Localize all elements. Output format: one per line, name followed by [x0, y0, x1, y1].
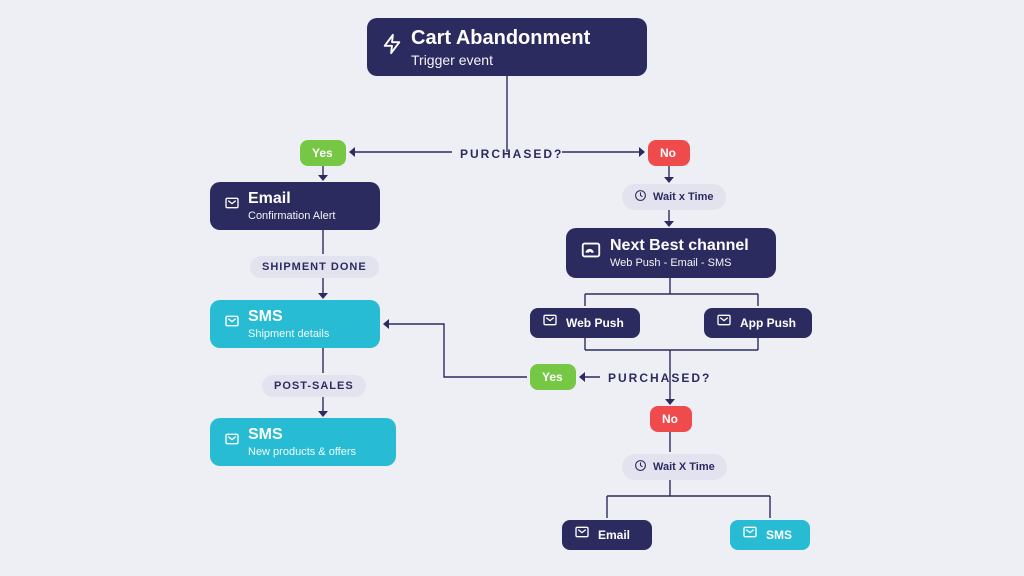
edge-14 [384, 324, 527, 377]
node-sms1: SMS Shipment details [210, 300, 380, 348]
node-no2: No [650, 406, 692, 432]
pill-wait1-text: Wait x Time [653, 191, 714, 203]
node-sms2-sub: New products & offers [248, 446, 356, 459]
label-purchased2: PURCHASED? [608, 371, 711, 385]
node-no1-title: No [660, 146, 676, 160]
node-trigger-sub: Trigger event [411, 52, 590, 69]
node-sms2-title: SMS [248, 425, 356, 444]
send-icon [224, 195, 240, 216]
node-trigger: Cart Abandonment Trigger event [367, 18, 647, 76]
node-webpush-title: Web Push [566, 316, 624, 330]
pill-post-text: POST-SALES [274, 380, 354, 392]
send-icon [542, 312, 558, 333]
node-sms3-title: SMS [766, 528, 792, 542]
node-webpush: Web Push [530, 308, 640, 338]
node-apppush: App Push [704, 308, 812, 338]
pill-wait2-text: Wait X Time [653, 461, 715, 473]
node-nbc: Next Best channel Web Push - Email - SMS [566, 228, 776, 278]
node-email2: Email [562, 520, 652, 550]
node-email1-sub: Confirmation Alert [248, 210, 335, 223]
send-icon [224, 431, 240, 452]
pill-post: POST-SALES [262, 375, 366, 397]
node-no2-title: No [662, 412, 678, 426]
node-nbc-title: Next Best channel [610, 236, 749, 255]
label-purchased1: PURCHASED? [460, 147, 563, 161]
node-trigger-title: Cart Abandonment [411, 26, 590, 50]
send-icon [742, 524, 758, 545]
node-email1-title: Email [248, 189, 335, 208]
node-email2-title: Email [598, 528, 630, 542]
node-yes2-title: Yes [542, 370, 563, 384]
node-sms3: SMS [730, 520, 810, 550]
node-apppush-title: App Push [740, 316, 796, 330]
node-nbc-sub: Web Push - Email - SMS [610, 257, 749, 270]
send-icon [716, 312, 732, 333]
pill-wait2: Wait X Time [622, 454, 727, 480]
node-sms2: SMS New products & offers [210, 418, 396, 466]
edge-11 [585, 278, 758, 306]
bolt-icon [381, 33, 403, 60]
send-icon [574, 524, 590, 545]
node-sms1-title: SMS [248, 307, 329, 326]
pill-wait1: Wait x Time [622, 184, 726, 210]
edges-layer [0, 0, 1024, 576]
send-icon [224, 313, 240, 334]
pill-shipment: SHIPMENT DONE [250, 256, 379, 278]
node-email1: Email Confirmation Alert [210, 182, 380, 230]
clock-icon [634, 459, 647, 475]
node-yes1: Yes [300, 140, 346, 166]
node-yes1-title: Yes [312, 146, 333, 160]
node-yes2: Yes [530, 364, 576, 390]
clock-icon [634, 189, 647, 205]
pill-shipment-text: SHIPMENT DONE [262, 261, 367, 273]
edge-17 [607, 474, 770, 518]
broadcast-icon [580, 239, 602, 266]
node-sms1-sub: Shipment details [248, 328, 329, 341]
flowchart-canvas: Cart Abandonment Trigger event Yes No Email C… [0, 0, 1024, 576]
node-no1: No [648, 140, 690, 166]
